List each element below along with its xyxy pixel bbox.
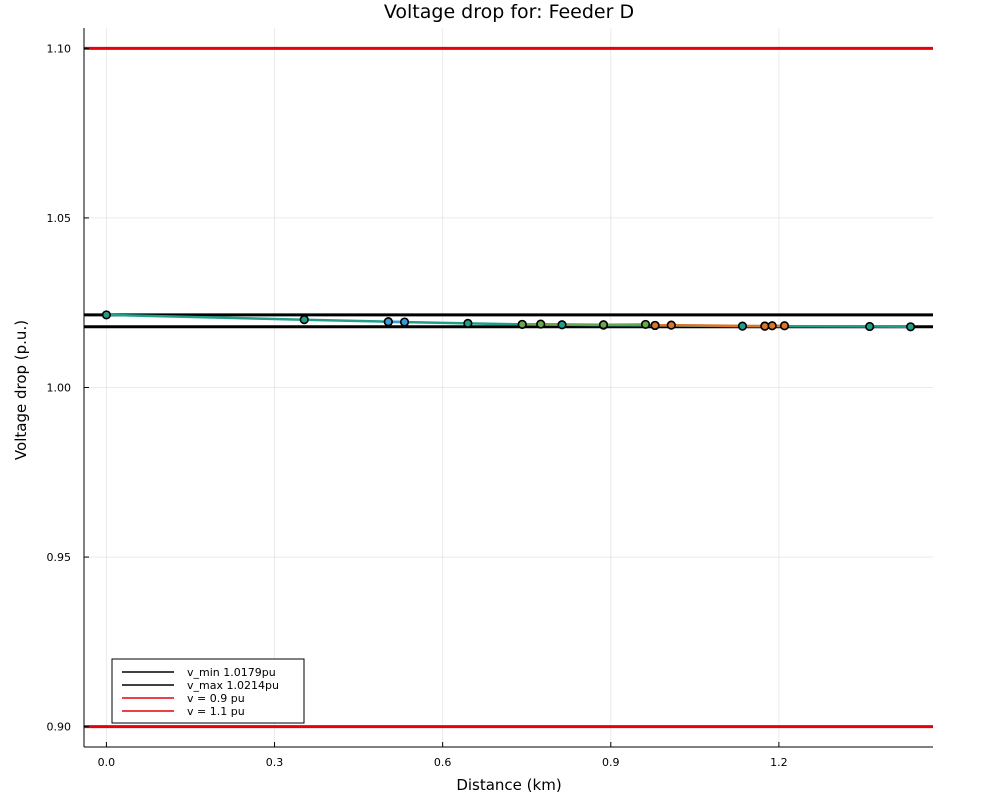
- x-tick-label: 0.3: [266, 756, 284, 769]
- y-tick-label: 0.95: [47, 551, 72, 564]
- x-tick-label: 0.9: [602, 756, 620, 769]
- y-tick-label: 1.10: [47, 42, 72, 55]
- x-axis-title: Distance (km): [456, 776, 561, 794]
- data-point: [101, 310, 112, 320]
- y-tick-label: 0.90: [47, 721, 72, 734]
- data-point: [383, 317, 393, 327]
- legend-label: v = 1.1 pu: [187, 705, 245, 718]
- axes: 0.0 0.3 0.6 0.9 1.2 0.90 0.95 1.00 1.05 1.10: [47, 28, 933, 769]
- x-tick-label: 1.2: [770, 756, 788, 769]
- x-tick-label: 0.6: [434, 756, 452, 769]
- data-point: [779, 321, 790, 331]
- data-point: [737, 321, 748, 331]
- data-point: [463, 318, 473, 329]
- data-point: [905, 322, 916, 332]
- y-tick-label: 1.05: [47, 212, 72, 225]
- data-point: [650, 320, 660, 331]
- y-tick-label: 1.00: [47, 382, 72, 395]
- data-point: [598, 320, 609, 330]
- legend-label: v_min 1.0179pu: [187, 666, 276, 679]
- series-group: [101, 310, 916, 332]
- data-point: [536, 319, 546, 329]
- data-point: [399, 317, 410, 327]
- legend-label: v = 0.9 pu: [187, 692, 245, 705]
- y-axis-title: Voltage drop (p.u.): [12, 320, 30, 460]
- data-point: [517, 319, 527, 330]
- data-point: [557, 320, 567, 330]
- legend-label: v_max 1.0214pu: [187, 679, 279, 692]
- data-point: [865, 321, 875, 332]
- series-line: [522, 322, 646, 327]
- x-tick-label: 0.0: [98, 756, 116, 769]
- data-point: [760, 321, 770, 331]
- data-point: [767, 321, 777, 331]
- data-point: [299, 315, 309, 325]
- chart-title: Voltage drop for: Feeder D: [384, 1, 634, 23]
- legend-box: [111, 658, 305, 724]
- data-point: [640, 319, 651, 330]
- data-point: [666, 320, 676, 330]
